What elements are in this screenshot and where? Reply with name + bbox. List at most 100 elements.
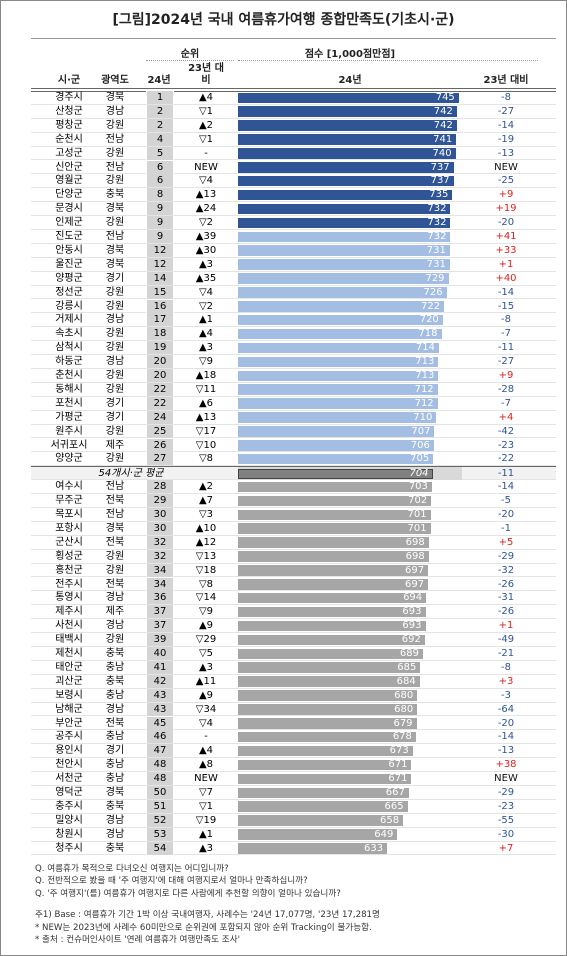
rank-24: 34 (146, 577, 174, 591)
rank-change: ▽34 (195, 703, 217, 715)
score-group: 점수 [1,000점만점] (304, 49, 396, 60)
rank-24: 39 (146, 633, 174, 647)
table-row: 여수시 전남 28 ▲2 703 -14 (31, 480, 556, 495)
rank-24: 4 (146, 132, 174, 146)
score-change: +9 (498, 189, 514, 201)
score-change: -29 (497, 550, 515, 562)
city: 신안군 (55, 161, 83, 173)
province: 충북 (105, 800, 125, 812)
city: 용인시 (55, 745, 83, 757)
province: 충남 (105, 731, 125, 743)
score-label: 678 (392, 731, 412, 743)
province: 경북 (105, 92, 125, 103)
score-bar (238, 231, 451, 242)
score-change: -25 (497, 175, 515, 187)
score-bar (238, 162, 454, 173)
score-label: 685 (397, 661, 417, 673)
score-change: -32 (497, 564, 515, 576)
city: 원주시 (55, 425, 83, 437)
rank-change: ▽1 (198, 800, 214, 812)
table-row: 목포시 전남 30 ▽3 701 -20 (31, 508, 556, 522)
score-label: 698 (405, 536, 425, 548)
score-change: +1 (498, 620, 514, 632)
rank-24: 30 (146, 508, 174, 521)
province: 강원 (105, 328, 125, 340)
score-change: -8 (501, 314, 511, 326)
city: 군산시 (55, 536, 83, 548)
province: 강원 (105, 119, 125, 131)
score-bar (238, 314, 443, 326)
score-change: -28 (497, 383, 515, 395)
table-row: 가평군 경기 24 ▲13 710 +4 (31, 410, 556, 425)
rank-24: 42 (146, 674, 174, 688)
province: 강원 (105, 453, 125, 465)
score-change: -8 (501, 661, 511, 673)
question: Q. '주 여행지'(를) 여름휴가 여행지로 다른 사람에게 추천할 의향이 … (35, 888, 341, 899)
score-bar (238, 829, 398, 840)
footnote: 주1) Base : 여름휴가 기간 1박 이상 국내여행자, 사례수는 '24… (35, 910, 380, 920)
rank-change: ▲35 (195, 272, 217, 284)
rank-24: 2 (146, 118, 174, 132)
rank-change: ▲3 (198, 342, 214, 354)
score-label: 731 (426, 244, 446, 256)
city: 포천시 (55, 397, 83, 409)
city: 거제시 (55, 314, 83, 326)
city: 경주시 (55, 92, 83, 103)
rank-24: 24 (146, 410, 174, 424)
score-change: -3 (501, 689, 511, 701)
score-bar (238, 773, 412, 785)
rank-24: 37 (146, 619, 174, 633)
city: 부안군 (55, 717, 83, 729)
rank-change: ▲1 (198, 314, 214, 326)
score-label: 704 (409, 468, 429, 480)
rank-24: 48 (146, 772, 174, 786)
province: 경남 (105, 703, 125, 715)
table-row: 울진군 경북 12 ▲3 731 +1 (31, 257, 556, 272)
table-row: 포항시 경북 30 ▲10 701 -1 (31, 521, 556, 536)
rank-change: ▲13 (195, 189, 217, 201)
city: 태백시 (55, 634, 83, 646)
rank-24: 26 (146, 438, 174, 452)
city: 제천시 (55, 648, 83, 659)
score-change: -14 (497, 481, 515, 493)
score-label: 720 (419, 314, 439, 326)
score-label: 693 (402, 620, 422, 632)
score-label: 692 (401, 634, 421, 646)
rank-24: 29 (146, 494, 174, 508)
province: 강원 (105, 425, 125, 437)
province: 충북 (105, 648, 125, 659)
rank-24: 50 (146, 786, 174, 799)
score-label: 742 (433, 119, 453, 131)
table-row: 영덕군 경북 50 ▽7 667 -29 (31, 786, 556, 800)
province: 강원 (105, 286, 125, 298)
title: [그림]2024년 국내 여름휴가여행 종합만족도(기초시·군) (112, 12, 455, 28)
city: 하동군 (55, 356, 83, 368)
city: 홍천군 (55, 564, 83, 576)
table-row: 밀양시 경남 52 ▽19 658 -55 (31, 813, 556, 828)
table-row: 무주군 전북 29 ▲7 702 -5 (31, 494, 556, 508)
city: 단양군 (55, 189, 83, 201)
score-change: NEW (494, 161, 518, 173)
rank-24: 32 (146, 549, 174, 563)
province: 충남 (105, 773, 125, 785)
table-row: 삼척시 강원 19 ▲3 714 -11 (31, 341, 556, 356)
score-label: 697 (404, 564, 425, 576)
table-row: 홍천군 강원 34 ▽18 697 -32 (31, 563, 556, 578)
province: 경남 (105, 105, 125, 117)
table-row: 경주시 경북 1 ▲4 745 -8 (31, 91, 556, 105)
province: 충남 (105, 661, 125, 673)
city: 여수시 (55, 481, 83, 493)
score-bar (238, 759, 412, 771)
province: 경북 (105, 203, 125, 215)
province: 충북 (105, 189, 125, 201)
table-row: 영월군 강원 6 ▽4 737 -25 (31, 174, 556, 189)
rank-24: 1 (146, 91, 174, 104)
rank-24: 9 (146, 230, 174, 243)
rank-change: ▲18 (195, 370, 217, 381)
rank-change: NEW (194, 773, 218, 785)
score-change: -23 (497, 800, 515, 812)
city: 통영시 (55, 592, 83, 604)
rank-24: 18 (146, 327, 174, 341)
rank-24: 14 (146, 271, 174, 285)
rank-24: 19 (146, 341, 174, 355)
